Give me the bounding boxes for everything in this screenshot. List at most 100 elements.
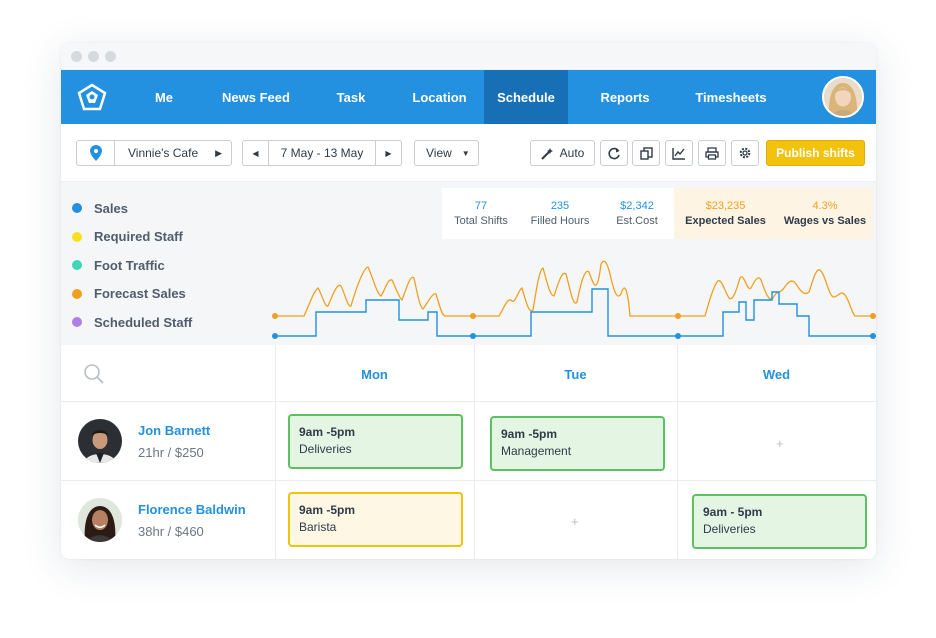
stat-est-cost: $2,342 Est.Cost	[600, 188, 674, 239]
search-icon[interactable]	[83, 363, 105, 385]
employee-name[interactable]: Florence Baldwin	[138, 501, 246, 517]
nav-news-feed[interactable]: News Feed	[222, 89, 290, 105]
nav-reports[interactable]: Reports	[600, 89, 650, 105]
window-maximize-dot[interactable]	[105, 50, 116, 62]
chart-icon	[672, 147, 685, 160]
stat-value: $2,342	[620, 200, 654, 212]
stat-label: Total Shifts	[454, 215, 508, 227]
legend-label: Forecast Sales	[94, 286, 186, 302]
location-select[interactable]: Vinnie's Cafe ▶	[76, 140, 232, 166]
legend-item-forecast-sales[interactable]: Forecast Sales	[72, 280, 192, 309]
stat-label: Wages vs Sales	[783, 215, 867, 227]
legend-dot	[72, 231, 82, 242]
sales-point	[675, 333, 681, 339]
grid-header-row	[61, 345, 876, 402]
day-header-tue[interactable]: Tue	[564, 367, 587, 382]
nav-timesheets[interactable]: Timesheets	[695, 89, 767, 105]
nav-schedule[interactable]: Schedule	[484, 70, 568, 124]
legend-item-required-staff[interactable]: Required Staff	[72, 223, 192, 252]
shift-time: 9am -5pm	[299, 503, 356, 517]
window-close-dot[interactable]	[71, 50, 82, 62]
legend-dot	[72, 260, 82, 271]
auto-label: Auto	[559, 146, 585, 160]
shift-card-florence-mon[interactable]: 9am -5pm Barista	[288, 492, 463, 547]
day-header-wed[interactable]: Wed	[762, 367, 791, 382]
magic-wand-icon	[540, 147, 553, 160]
chart-toggle-button[interactable]	[665, 140, 693, 166]
sales-point	[272, 333, 278, 339]
stat-wages-vs-sales: 4.3% Wages vs Sales	[777, 188, 873, 239]
shift-role: Management	[501, 444, 572, 458]
nav-location[interactable]: Location	[412, 89, 467, 105]
legend-label: Sales	[94, 200, 128, 216]
shift-time: 9am - 5pm	[703, 505, 763, 519]
employee-florence-baldwin[interactable]: Florence Baldwin 38hr / $460	[78, 498, 246, 542]
shift-time: 9am -5pm	[299, 425, 356, 439]
forecast-chart-panel: Sales Required Staff Foot Traffic Foreca…	[61, 182, 876, 345]
shift-role: Deliveries	[299, 442, 352, 456]
stat-label: Filled Hours	[530, 215, 590, 227]
forecast-point	[675, 313, 681, 319]
shift-role: Barista	[299, 520, 337, 534]
location-label: Vinnie's Cafe	[128, 146, 199, 160]
caret-right-icon: ▶	[215, 147, 222, 158]
shift-time: 9am -5pm	[501, 427, 558, 441]
auto-schedule-button[interactable]: Auto	[530, 140, 595, 166]
settings-button[interactable]	[731, 140, 759, 166]
shift-card-jon-mon[interactable]: 9am -5pm Deliveries	[288, 414, 463, 469]
stats-highlight: $23,235 Expected Sales 4.3% Wages vs Sal…	[674, 188, 873, 239]
print-icon	[705, 146, 719, 160]
copy-icon	[639, 146, 653, 160]
nav-task[interactable]: Task	[336, 89, 366, 105]
prev-week-button[interactable]: ◀	[243, 141, 269, 165]
view-dropdown[interactable]: View ▼	[414, 140, 479, 166]
stat-expected-sales: $23,235 Expected Sales	[674, 188, 777, 239]
user-avatar-image	[824, 78, 862, 116]
window-minimize-dot[interactable]	[88, 50, 99, 62]
refresh-button[interactable]	[600, 140, 628, 166]
column-divider	[677, 345, 678, 559]
schedule-stats: 77 Total Shifts 235 Filled Hours $2,342 …	[442, 188, 873, 239]
stat-value: $23,235	[705, 200, 746, 212]
app-logo[interactable]	[61, 70, 123, 124]
stat-label: Expected Sales	[685, 215, 766, 227]
app-window: Me News Feed Task Location Schedule Repo…	[61, 43, 876, 559]
stat-value: 4.3%	[812, 200, 838, 212]
column-divider	[474, 345, 475, 559]
shift-card-jon-tue[interactable]: 9am -5pm Management	[490, 416, 665, 471]
add-shift-button[interactable]: +	[776, 436, 784, 451]
logo-icon	[77, 83, 107, 111]
employee-jon-barnett[interactable]: Jon Barnett 21hr / $250	[78, 419, 210, 463]
employee-name[interactable]: Jon Barnett	[138, 422, 211, 438]
print-button[interactable]	[698, 140, 726, 166]
copy-button[interactable]	[632, 140, 660, 166]
employee-hours-cost: 38hr / $460	[138, 523, 204, 539]
forecast-sales-line	[275, 260, 876, 317]
top-nav: Me News Feed Task Location Schedule Repo…	[61, 70, 876, 124]
nav-me[interactable]: Me	[154, 89, 174, 105]
shift-card-florence-wed[interactable]: 9am - 5pm Deliveries	[692, 494, 867, 549]
stat-label: Est.Cost	[616, 215, 658, 227]
sales-step-line	[275, 288, 876, 337]
stat-value: 235	[550, 200, 570, 212]
stat-total-shifts: 77 Total Shifts	[442, 188, 520, 239]
forecast-point	[272, 313, 278, 319]
window-titlebar	[61, 43, 876, 70]
stat-value: 77	[474, 200, 488, 212]
user-avatar[interactable]	[822, 76, 864, 118]
day-header-mon[interactable]: Mon	[361, 367, 388, 382]
legend-label: Required Staff	[94, 229, 183, 245]
legend-item-foot-traffic[interactable]: Foot Traffic	[72, 251, 192, 280]
publish-shifts-button[interactable]: Publish shifts	[766, 140, 865, 166]
sales-chart	[272, 260, 876, 339]
legend-item-sales[interactable]: Sales	[72, 194, 192, 223]
column-divider	[275, 345, 276, 559]
legend-item-scheduled-staff[interactable]: Scheduled Staff	[72, 308, 192, 337]
add-shift-button[interactable]: +	[571, 514, 579, 529]
next-week-button[interactable]: ▶	[375, 141, 401, 165]
schedule-grid: Mon Tue Wed Jon Barnett 21hr / $250	[61, 345, 876, 559]
legend-label: Scheduled Staff	[94, 314, 193, 330]
table-row	[61, 402, 876, 481]
location-pin-icon	[77, 141, 115, 165]
legend-label: Foot Traffic	[94, 257, 165, 273]
